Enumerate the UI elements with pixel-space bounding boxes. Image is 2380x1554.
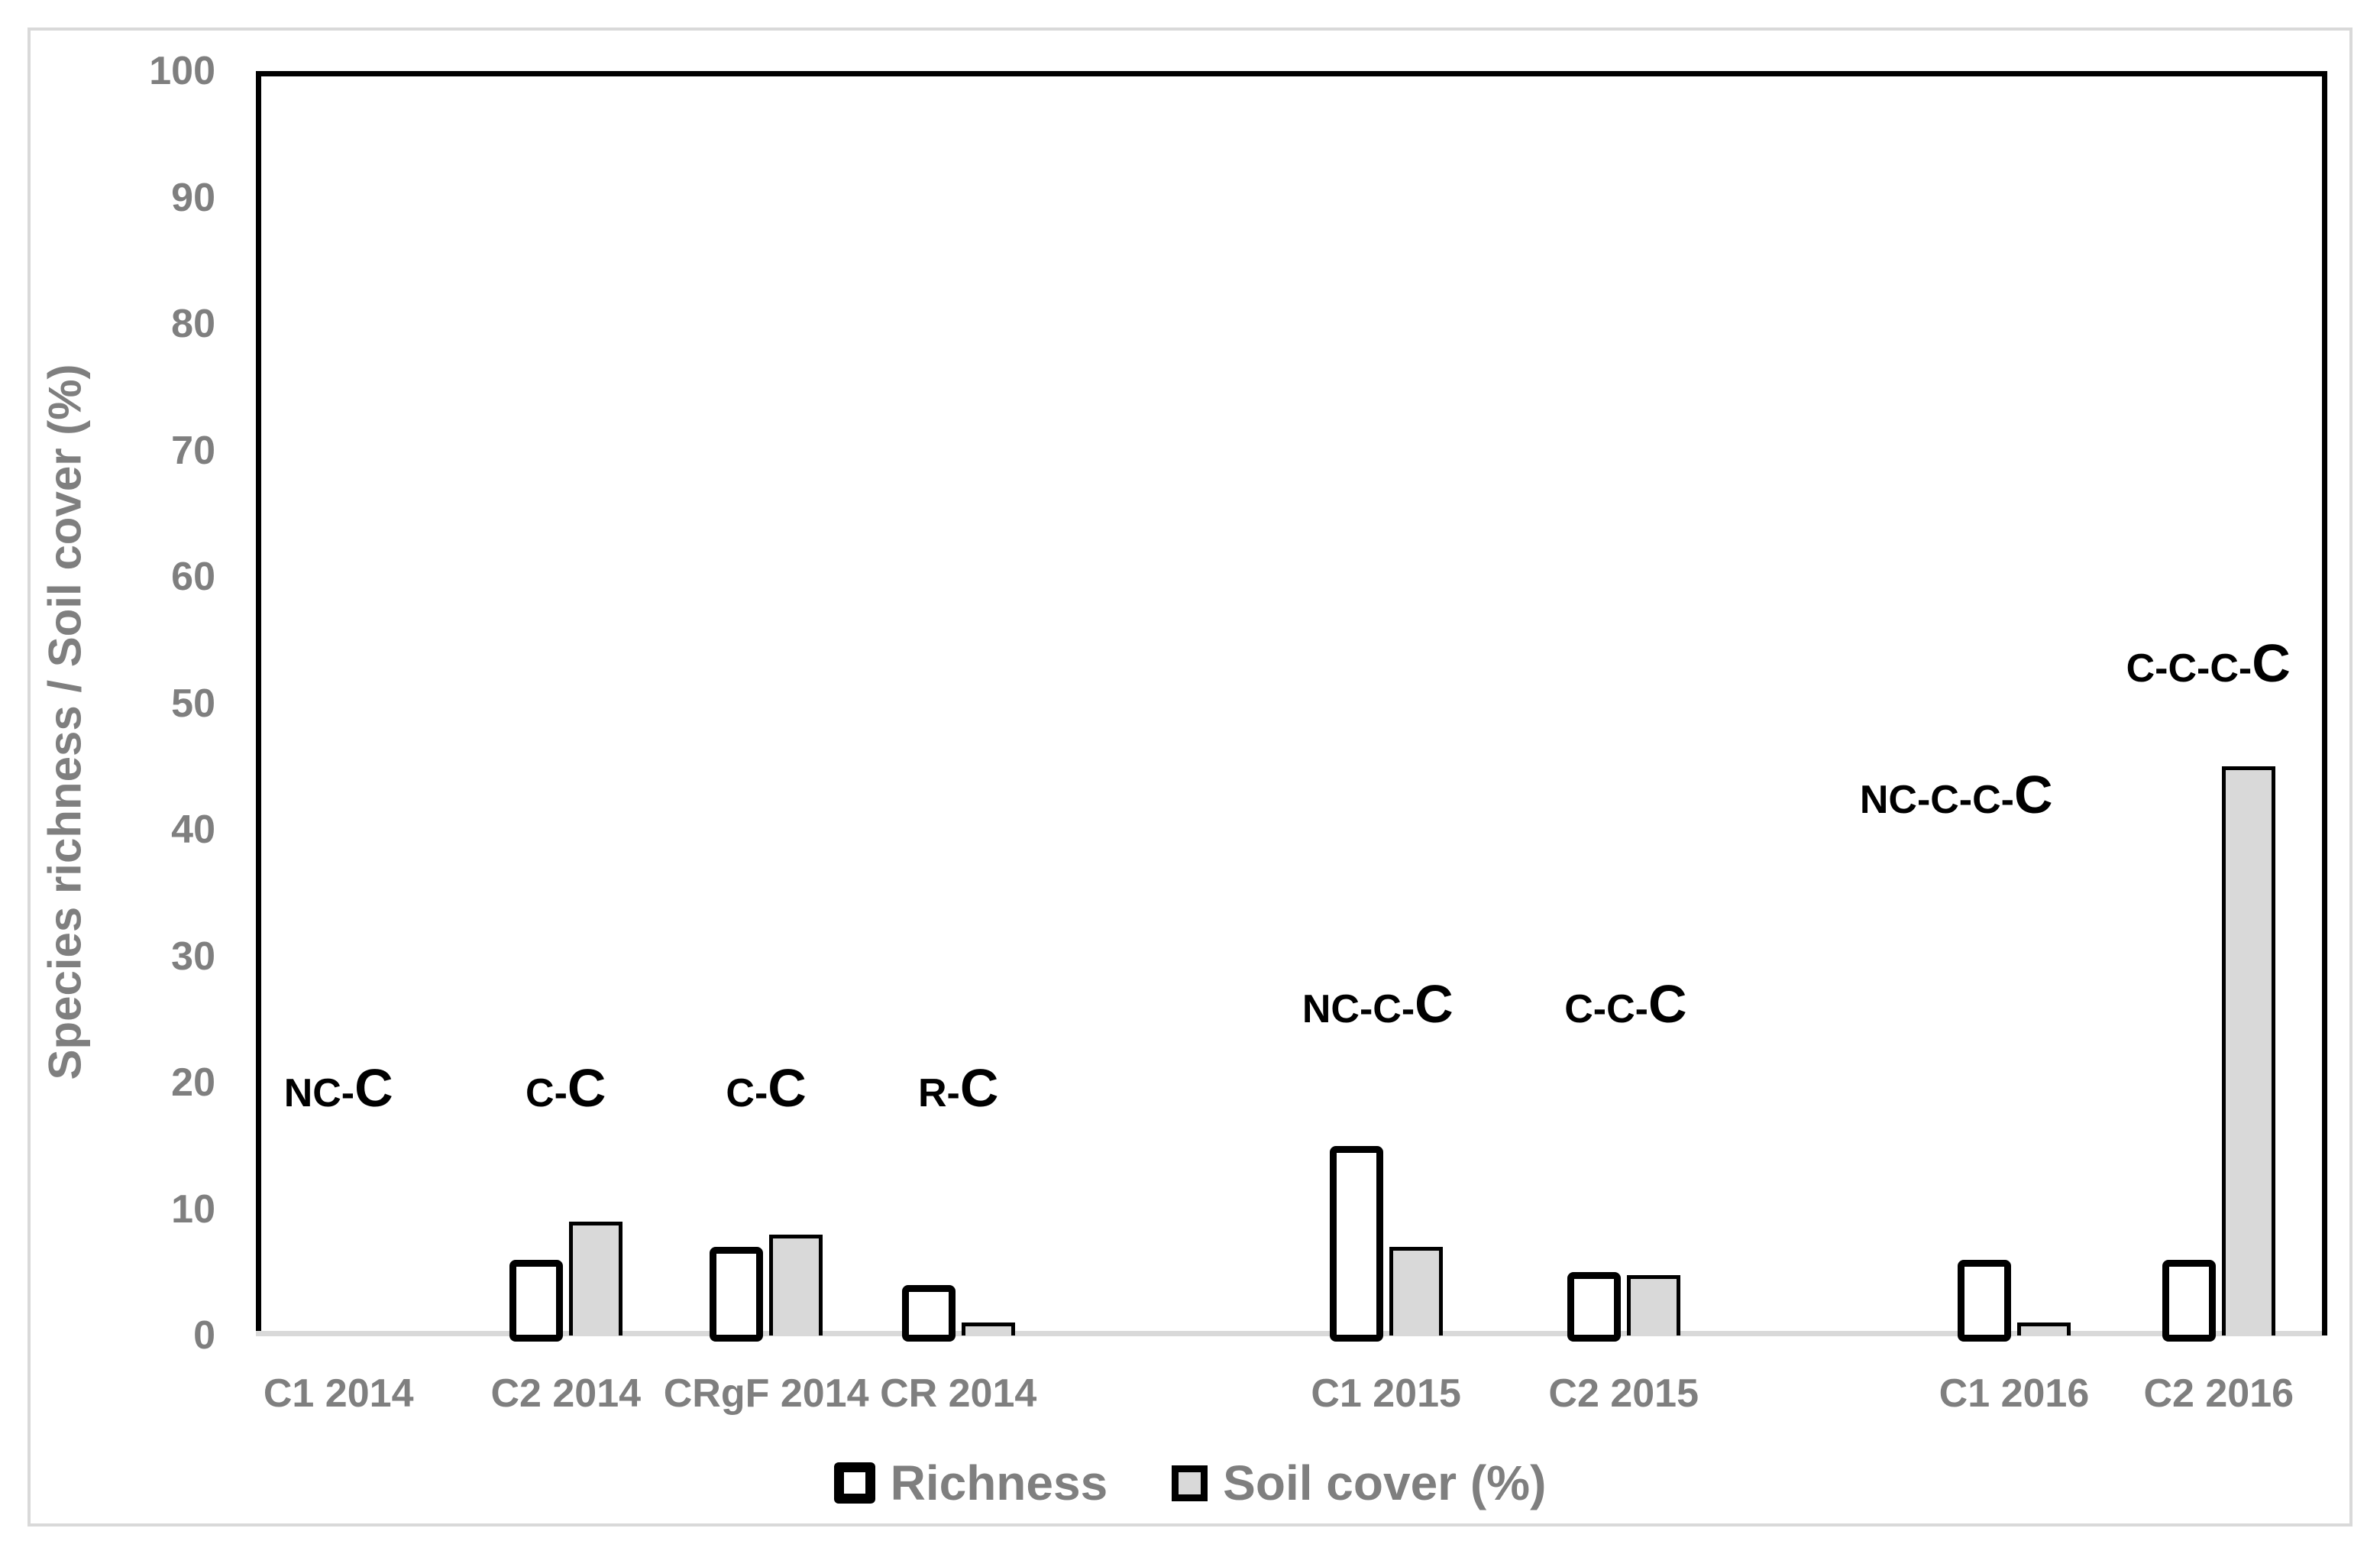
annotation-c2-2014: C-C	[525, 1061, 606, 1115]
annotation-final: C	[1415, 974, 1454, 1034]
annotation-final: C	[768, 1057, 807, 1118]
bar-soil-cover-c2-2016	[2221, 766, 2275, 1335]
bar-soil-cover-crgf-2014	[769, 1234, 823, 1335]
y-tick-label-90: 90	[171, 175, 215, 220]
x-axis-label-cr-2014: CR 2014	[880, 1371, 1037, 1416]
bar-richness-c1-2015	[1329, 1145, 1383, 1342]
annotation-prefix: R-	[917, 1070, 960, 1115]
legend-item-soil-cover: Soil cover (%)	[1172, 1455, 1546, 1511]
annotation-prefix: C-C-C-	[2126, 646, 2252, 691]
soil-cover-swatch-icon	[1172, 1465, 1208, 1501]
plot-border-right	[2322, 71, 2327, 1335]
annotation-final: C	[354, 1057, 393, 1118]
annotation-prefix: C-	[525, 1070, 568, 1115]
legend-label-richness: Richness	[890, 1455, 1108, 1510]
y-axis-line	[256, 71, 261, 1335]
x-axis-label-c1-2014: C1 2014	[263, 1371, 414, 1416]
plot-area: NC-C C-C C-C R-C NC-C-C C-C-C NC-C-C-C C-C-C-C	[256, 71, 2322, 1342]
annotation-final: C	[959, 1057, 999, 1118]
legend-item-richness: Richness	[833, 1455, 1108, 1511]
x-axis-label-c2-2014: C2 2014	[490, 1371, 642, 1416]
bar-soil-cover-c1-2016	[2016, 1323, 2071, 1335]
annotation-final: C	[567, 1057, 606, 1118]
y-tick-label-50: 50	[171, 681, 215, 726]
plot-border-top	[256, 71, 2327, 76]
y-tick-label-30: 30	[171, 934, 215, 979]
bar-richness-c2-2014	[509, 1259, 563, 1342]
y-tick-label-100: 100	[149, 49, 215, 93]
richness-swatch-icon	[833, 1462, 875, 1504]
annotation-cr-2014: R-C	[918, 1061, 998, 1115]
y-tick-label-70: 70	[171, 428, 215, 473]
x-axis-label-c2-2016: C2 2016	[2143, 1371, 2294, 1416]
x-axis-line	[256, 1331, 2322, 1336]
bar-richness-c1-2016	[1957, 1259, 2011, 1342]
annotation-crgf-2014: C-C	[726, 1061, 806, 1115]
y-tick-label-0: 0	[193, 1313, 215, 1358]
annotation-final: C	[1648, 974, 1687, 1034]
annotation-c1-2014: NC-C	[284, 1061, 393, 1115]
annotation-prefix: NC-	[283, 1070, 355, 1115]
annotation-prefix: C-	[726, 1070, 768, 1115]
x-axis-label-c2-2015: C2 2015	[1548, 1371, 1699, 1416]
bar-soil-cover-c2-2015	[1626, 1274, 1680, 1335]
annotation-prefix: NC-C-	[1302, 987, 1415, 1032]
y-tick-label-40: 40	[171, 808, 215, 852]
annotation-c1-2015: NC-C-C	[1302, 977, 1454, 1031]
annotation-prefix: C-C-	[1564, 987, 1648, 1032]
legend: Richness Soil cover (%)	[0, 1450, 2380, 1516]
annotation-c2-2015: C-C-C	[1564, 977, 1686, 1031]
bar-soil-cover-c2-2014	[568, 1222, 622, 1335]
y-tick-label-80: 80	[171, 302, 215, 346]
annotation-final: C	[2014, 764, 2053, 824]
bar-richness-crgf-2014	[710, 1247, 764, 1342]
annotation-c2-2016: C-C-C-C	[2126, 636, 2291, 690]
bar-richness-c2-2016	[2162, 1259, 2216, 1342]
x-axis-label-c1-2016: C1 2016	[1939, 1371, 2090, 1416]
annotation-prefix: NC-C-C-	[1859, 777, 2015, 822]
bar-soil-cover-c1-2015	[1389, 1247, 1443, 1335]
bar-soil-cover-cr-2014	[961, 1323, 1015, 1335]
annotation-final: C	[2252, 633, 2291, 693]
bar-richness-cr-2014	[901, 1284, 956, 1342]
x-axis-label-c1-2015: C1 2015	[1311, 1371, 1461, 1416]
y-tick-label-10: 10	[171, 1187, 215, 1232]
bar-richness-c2-2015	[1567, 1272, 1621, 1342]
annotation-c1-2016: NC-C-C-C	[1860, 768, 2053, 821]
legend-label-soil-cover: Soil cover (%)	[1223, 1455, 1547, 1510]
x-axis-label-crgf-2014: CRgF 2014	[663, 1371, 869, 1416]
y-tick-label-20: 20	[171, 1060, 215, 1105]
y-tick-label-60: 60	[171, 555, 215, 599]
